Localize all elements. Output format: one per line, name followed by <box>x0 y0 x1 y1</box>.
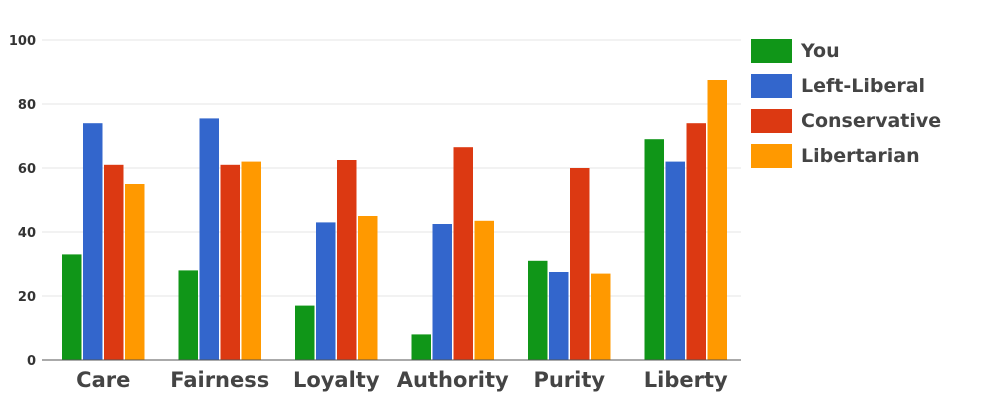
bar-you-liberty <box>644 139 664 360</box>
legend-label: Left-Liberal <box>801 75 925 97</box>
bar-libertarian-care <box>125 184 145 360</box>
y-tick-label: 20 <box>18 290 36 305</box>
bar-libertarian-loyalty <box>358 216 378 360</box>
legend-label: Libertarian <box>801 145 920 167</box>
legend-swatch <box>751 39 792 63</box>
legend-item: You <box>751 39 840 63</box>
legend: You Left-Liberal Conservative Libertarian <box>751 39 941 168</box>
x-tick-label: Care <box>76 368 130 392</box>
legend-label: You <box>800 40 840 62</box>
y-tick-label: 80 <box>18 98 36 113</box>
bar-you-loyalty <box>295 305 315 360</box>
bar-you-purity <box>528 260 548 360</box>
grid-layer <box>42 39 741 297</box>
legend-swatch <box>751 74 792 98</box>
bar-conservative-liberty <box>686 123 706 360</box>
bar-conservative-care <box>104 164 124 360</box>
bar-you-authority <box>411 334 431 360</box>
bar-you-care <box>62 254 82 360</box>
bar-left-liberal-purity <box>549 272 569 360</box>
legend-label: Conservative <box>801 110 941 132</box>
legend-item: Libertarian <box>751 144 920 168</box>
legend-item: Left-Liberal <box>751 74 925 98</box>
x-tick-label: Authority <box>397 368 509 392</box>
bar-left-liberal-liberty <box>665 161 685 360</box>
legend-item: Conservative <box>751 109 941 133</box>
bar-conservative-authority <box>453 147 473 360</box>
legend-swatch <box>751 109 792 133</box>
bar-left-liberal-fairness <box>199 118 219 361</box>
x-tick-label: Liberty <box>644 368 728 392</box>
bar-conservative-fairness <box>220 164 240 360</box>
bar-libertarian-liberty <box>707 80 727 360</box>
y-tick-label: 40 <box>18 226 36 241</box>
x-tick-label: Loyalty <box>293 368 380 392</box>
bars-layer <box>62 80 727 361</box>
bar-left-liberal-care <box>83 123 103 360</box>
bar-left-liberal-loyalty <box>316 222 336 360</box>
bar-left-liberal-authority <box>432 224 452 360</box>
y-tick-label: 60 <box>18 162 36 177</box>
legend-swatch <box>751 144 792 168</box>
y-tick-label: 0 <box>27 354 36 369</box>
bar-conservative-loyalty <box>337 160 357 360</box>
x-tick-label: Fairness <box>170 368 269 392</box>
bar-conservative-purity <box>570 168 590 360</box>
bar-libertarian-purity <box>591 273 611 360</box>
bar-libertarian-authority <box>474 220 494 360</box>
axis-layer: 0 20 40 60 80 100 Care Fairness Loyalty Authority… <box>9 34 741 392</box>
bar-you-fairness <box>178 270 198 360</box>
x-tick-label: Purity <box>533 368 605 392</box>
y-tick-label: 100 <box>9 34 36 49</box>
bar-libertarian-fairness <box>241 161 261 360</box>
